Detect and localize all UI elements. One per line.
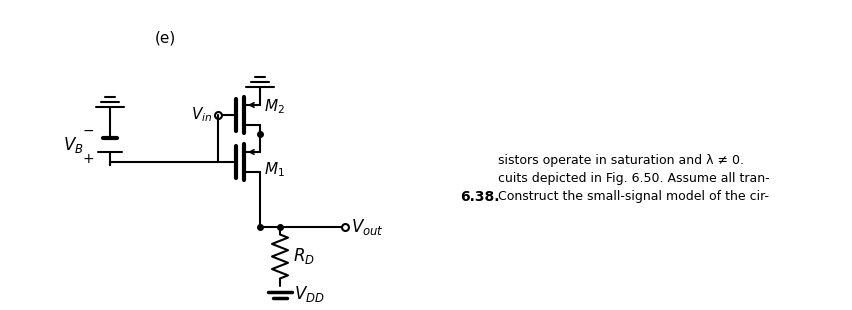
- Text: $V_{DD}$: $V_{DD}$: [294, 284, 325, 304]
- Text: $M_2$: $M_2$: [264, 98, 285, 116]
- Text: 6.38.: 6.38.: [460, 190, 499, 204]
- Text: Construct the small-signal model of the cir-: Construct the small-signal model of the …: [498, 190, 769, 203]
- Text: $R_D$: $R_D$: [293, 246, 315, 267]
- Text: cuits depicted in Fig. 6.50. Assume all tran-: cuits depicted in Fig. 6.50. Assume all …: [498, 172, 769, 185]
- Text: −: −: [83, 124, 94, 138]
- Text: sistors operate in saturation and λ ≠ 0.: sistors operate in saturation and λ ≠ 0.: [498, 154, 744, 167]
- Text: (e): (e): [154, 30, 176, 46]
- Text: +: +: [83, 152, 94, 166]
- Text: $V_{in}$: $V_{in}$: [191, 106, 212, 124]
- Text: $M_1$: $M_1$: [264, 161, 285, 179]
- Text: $V_B$: $V_B$: [63, 135, 84, 155]
- Text: $V_{out}$: $V_{out}$: [351, 217, 383, 237]
